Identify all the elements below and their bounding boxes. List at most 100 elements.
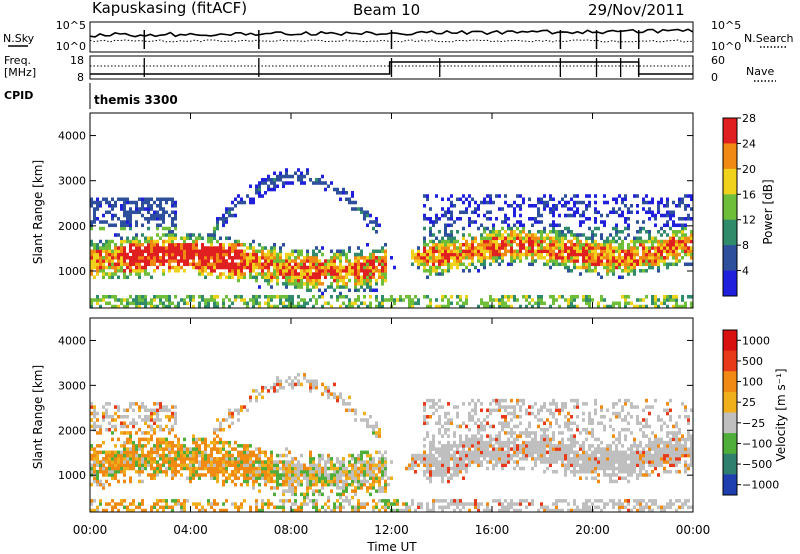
echo-cell <box>366 469 369 474</box>
echo-cell <box>114 457 117 461</box>
echo-cell <box>291 301 294 306</box>
echo-cell <box>546 466 549 471</box>
echo-cell <box>477 460 480 464</box>
echo-cell <box>435 421 438 425</box>
echo-cell <box>237 256 240 260</box>
echo-cell <box>300 181 303 185</box>
echo-cell <box>426 415 429 419</box>
echo-cell <box>309 463 312 468</box>
echo-cell <box>213 252 216 257</box>
echo-cell <box>336 457 339 461</box>
echo-cell <box>462 226 465 231</box>
echo-cell <box>276 184 279 189</box>
echo-cell <box>201 460 204 464</box>
echo-cell <box>126 262 129 267</box>
echo-cell <box>261 262 264 267</box>
nsky-tick-top: 10^5 <box>56 19 86 32</box>
echo-cell <box>150 301 153 306</box>
echo-cell <box>237 194 240 198</box>
echo-cell <box>195 450 198 455</box>
echo-cell <box>147 424 150 429</box>
echo-cell <box>345 476 348 480</box>
echo-cell <box>465 437 468 442</box>
echo-cell <box>546 246 549 250</box>
echo-cell <box>579 220 582 224</box>
echo-cell <box>426 453 429 458</box>
echo-cell <box>510 249 513 254</box>
echo-cell <box>129 220 132 224</box>
echo-cell <box>144 444 147 448</box>
echo-cell <box>315 463 318 468</box>
echo-cell <box>240 444 243 448</box>
echo-cell <box>147 197 150 202</box>
echo-cell <box>108 450 111 455</box>
echo-cell <box>153 411 156 416</box>
echo-cell <box>249 243 252 247</box>
echo-cell <box>123 298 126 302</box>
echo-cell <box>507 243 510 247</box>
echo-cell <box>474 450 477 455</box>
echo-cell <box>321 282 324 286</box>
echo-cell <box>192 246 195 250</box>
echo-cell <box>129 421 132 425</box>
echo-cell <box>588 304 591 309</box>
echo-cell <box>252 265 255 270</box>
echo-cell <box>417 505 420 510</box>
echo-cell <box>264 181 267 185</box>
echo-cell <box>576 243 579 247</box>
echo-cell <box>678 304 681 309</box>
echo-cell <box>222 223 225 228</box>
echo-cell <box>495 233 498 237</box>
echo-cell <box>219 275 222 280</box>
echo-cell <box>216 226 219 231</box>
echo-cell <box>120 262 123 267</box>
echo-cell <box>456 463 459 468</box>
echo-cell <box>423 226 426 231</box>
echo-cell <box>291 269 294 273</box>
echo-cell <box>522 252 525 257</box>
echo-cell <box>273 178 276 182</box>
echo-cell <box>531 411 534 416</box>
echo-cell <box>282 272 285 276</box>
echo-cell <box>642 304 645 309</box>
echo-cell <box>171 256 174 260</box>
echo-cell <box>186 243 189 247</box>
echo-cell <box>651 301 654 306</box>
echo-cell <box>309 473 312 477</box>
echo-cell <box>333 275 336 280</box>
echo-cell <box>189 453 192 458</box>
echo-cell <box>162 457 165 461</box>
echo-cell <box>654 239 657 244</box>
echo-cell <box>366 213 369 218</box>
echo-cell <box>468 200 471 205</box>
echo-cell <box>267 298 270 302</box>
echo-cell <box>522 398 525 403</box>
echo-cell <box>582 262 585 267</box>
echo-cell <box>519 213 522 218</box>
echo-cell <box>633 246 636 250</box>
echo-cell <box>498 243 501 247</box>
echo-cell <box>294 508 297 513</box>
echo-cell <box>183 453 186 458</box>
echo-cell <box>159 262 162 267</box>
echo-cell <box>522 457 525 461</box>
echo-cell <box>660 226 663 231</box>
echo-cell <box>333 252 336 257</box>
echo-cell <box>645 246 648 250</box>
echo-cell <box>441 457 444 461</box>
echo-cell <box>516 220 519 224</box>
echo-cell <box>282 505 285 510</box>
echo-cell <box>471 398 474 403</box>
echo-cell <box>207 499 210 503</box>
echo-cell <box>90 265 93 270</box>
echo-cell <box>648 252 651 257</box>
echo-cell <box>168 418 171 422</box>
echo-cell <box>318 466 321 471</box>
echo-cell <box>294 304 297 309</box>
echo-cell <box>282 181 285 185</box>
echo-cell <box>366 269 369 273</box>
echo-cell <box>369 220 372 224</box>
echo-cell <box>567 265 570 270</box>
echo-cell <box>171 246 174 250</box>
echo-cell <box>288 275 291 280</box>
